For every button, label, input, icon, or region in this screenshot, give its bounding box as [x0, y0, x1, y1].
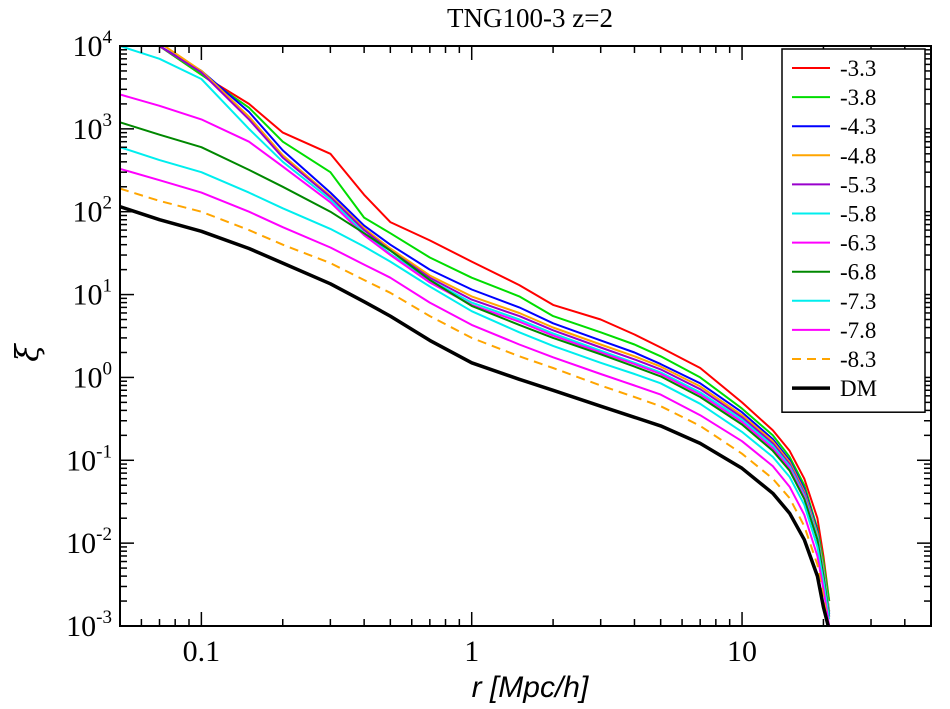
legend-label: -3.3	[840, 56, 876, 81]
y-tick-label: 104	[73, 27, 113, 63]
series-line--4.3	[156, 46, 831, 612]
series-line--8.3	[120, 187, 830, 626]
y-tick-label: 101	[73, 276, 113, 312]
series-line--7.8	[120, 167, 831, 626]
series-line-DM	[120, 205, 831, 626]
legend-label: -3.8	[840, 85, 876, 110]
legend: -3.3 -3.8 -4.3 -4.8 -5.3 -5.8 -6.3 -6.8 -7.3 -7.8…	[781, 48, 926, 413]
y-tick-label: 103	[73, 110, 113, 146]
y-tick-label: 10-2	[66, 524, 112, 560]
y-axis-label: ξ	[8, 343, 46, 362]
y-tick-label: 10-1	[66, 441, 112, 477]
plot-frame	[119, 45, 932, 627]
y-tick-label: 102	[73, 193, 113, 229]
series-line--5.3	[156, 46, 831, 615]
series-line--3.8	[156, 46, 831, 602]
legend-label: -8.3	[840, 347, 876, 372]
legend-label: -4.8	[840, 143, 876, 168]
y-tick-label: 10-3	[66, 607, 112, 643]
legend-label: -6.3	[840, 231, 876, 256]
series-line--4.8	[162, 46, 831, 612]
chart-title: TNG100-3 z=2	[447, 3, 613, 33]
legend-box	[781, 48, 926, 413]
series-line--7.3	[120, 146, 831, 620]
x-tick-label: 10	[727, 635, 757, 668]
legend-label: -6.8	[840, 260, 876, 285]
series-line--3.3	[156, 46, 831, 602]
series-line--6.3	[120, 93, 831, 617]
x-tick-label: 1	[464, 635, 479, 668]
legend-label: -7.8	[840, 318, 876, 343]
series-line--6.8	[120, 121, 831, 617]
x-axis-label: r [Mpc/h]	[472, 671, 589, 704]
legend-label: -5.8	[840, 202, 876, 227]
y-tick-label: 100	[73, 358, 113, 394]
x-tick-label: 0.1	[183, 635, 221, 668]
legend-label: -5.3	[840, 172, 876, 197]
legend-label: DM	[840, 376, 877, 401]
legend-label: -4.3	[840, 114, 876, 139]
legend-label: -7.3	[840, 289, 876, 314]
